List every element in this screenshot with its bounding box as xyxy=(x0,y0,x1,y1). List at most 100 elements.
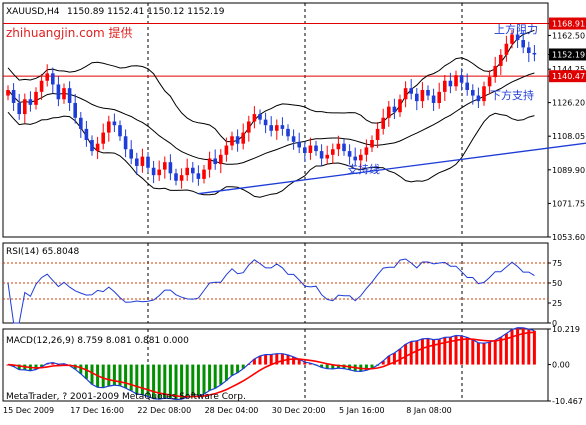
candle-body xyxy=(151,167,156,176)
macd-histogram-bar xyxy=(426,338,430,365)
macd-histogram-bar xyxy=(499,337,503,365)
candle-body xyxy=(364,147,369,155)
macd-histogram-bar xyxy=(443,337,447,365)
price-tick-label: 1126.20 xyxy=(552,99,585,108)
candle-body xyxy=(241,132,245,144)
candle-body xyxy=(286,128,290,137)
rsi-tick-label: 75 xyxy=(552,259,562,268)
macd-histogram-bar xyxy=(527,329,531,365)
candle-body xyxy=(34,91,38,105)
candle-body xyxy=(258,114,262,120)
candle-body xyxy=(67,88,72,103)
support-annotation: 下方支持 xyxy=(490,88,534,102)
price-tick-label: 1144.25 xyxy=(552,65,585,74)
macd-histogram-bar xyxy=(202,364,206,395)
macd-histogram-bar xyxy=(180,364,184,400)
macd-histogram-bar xyxy=(471,339,475,365)
candle-body xyxy=(146,156,150,168)
candle-body xyxy=(174,173,178,181)
candle-body xyxy=(303,147,307,153)
macd-histogram-bar xyxy=(241,364,245,369)
candle-body xyxy=(291,136,296,142)
candle-body xyxy=(73,102,77,118)
macd-line xyxy=(7,327,535,401)
candle-body xyxy=(381,117,385,129)
candle-body xyxy=(207,158,212,170)
candle-body xyxy=(308,145,313,153)
bollinger-lower xyxy=(7,111,535,198)
price-tick-label: 1071.75 xyxy=(552,199,585,208)
candle-body xyxy=(476,95,481,102)
macd-label: MACD(12,26,9) 8.759 8.081 0.881 0.000 xyxy=(6,336,189,346)
candle-body xyxy=(437,91,441,103)
candle-body xyxy=(79,117,83,129)
macd-histogram-bar xyxy=(510,329,514,365)
candle-body xyxy=(45,73,49,81)
price-tick-label: 1089.90 xyxy=(552,166,585,175)
candle-body xyxy=(297,141,301,148)
candle-body xyxy=(235,136,240,144)
macd-histogram-bar xyxy=(476,342,480,365)
macd-histogram-bar xyxy=(17,364,21,370)
macd-histogram-bar xyxy=(521,327,525,365)
price-tick-badge xyxy=(549,70,586,83)
candle-body xyxy=(56,84,61,100)
x-axis-label: 30 Dec 20:00 xyxy=(272,406,326,415)
candle-body xyxy=(168,162,173,174)
macd-tick-label: -10.467 xyxy=(552,397,583,406)
macd-histogram-bar xyxy=(174,364,178,400)
macd-histogram-bar xyxy=(236,364,240,373)
macd-histogram-bar xyxy=(196,364,200,397)
macd-histogram-bar xyxy=(308,363,312,365)
price-tick-label: 1053.60 xyxy=(552,233,585,242)
price-tick-label: 1152.19 xyxy=(552,50,585,59)
x-axis-label: 5 Jan 16:00 xyxy=(339,406,385,415)
candle-body xyxy=(17,102,21,115)
candle-body xyxy=(140,156,145,166)
candle-body xyxy=(118,125,122,137)
macd-histogram-bar xyxy=(320,364,324,368)
macd-tick-label: 0.00 xyxy=(552,361,570,370)
macd-histogram-bar xyxy=(146,364,150,397)
rsi-line xyxy=(7,258,535,324)
candle-body xyxy=(213,158,217,165)
macd-tick-label: 10.219 xyxy=(552,325,580,334)
candle-body xyxy=(398,99,402,113)
candle-body xyxy=(185,167,189,176)
macd-histogram-bar xyxy=(90,364,94,385)
price-tick-badge xyxy=(549,17,586,30)
macd-histogram-bar xyxy=(129,364,133,391)
macd-histogram-bar xyxy=(325,364,329,369)
macd-histogram-bar xyxy=(224,364,228,381)
macd-histogram-bar xyxy=(107,364,111,387)
macd-histogram-bar xyxy=(269,354,273,365)
candle-body xyxy=(443,80,447,92)
candle-body xyxy=(359,154,363,161)
candle-body xyxy=(314,145,318,152)
macd-histogram-bar xyxy=(118,364,122,386)
price-tick-label: 1168.91 xyxy=(552,20,585,29)
macd-histogram-bar xyxy=(152,364,156,399)
price-tick-label: 1140.47 xyxy=(552,72,585,81)
candle-body xyxy=(6,90,10,96)
rsi-tick-label: 25 xyxy=(552,299,562,308)
candle-body xyxy=(426,90,430,96)
candle-body xyxy=(107,121,111,133)
macd-histogram-bar xyxy=(163,364,167,399)
macd-histogram-bar xyxy=(387,355,391,365)
macd-histogram-bar xyxy=(516,327,520,365)
macd-histogram-bar xyxy=(331,364,335,369)
candle-body xyxy=(224,145,229,155)
macd-histogram-bar xyxy=(213,364,217,389)
candle-body xyxy=(62,88,66,100)
macd-histogram-bar xyxy=(420,338,424,365)
candle-body xyxy=(123,136,128,150)
rsi-tick-label: 50 xyxy=(552,279,562,288)
candle-body xyxy=(202,169,206,179)
candle-body xyxy=(219,154,223,165)
candle-body xyxy=(191,167,195,174)
macd-histogram-bar xyxy=(191,364,195,397)
candle-body xyxy=(230,136,234,146)
x-axis-label: 15 Dec 2009 xyxy=(3,406,54,415)
